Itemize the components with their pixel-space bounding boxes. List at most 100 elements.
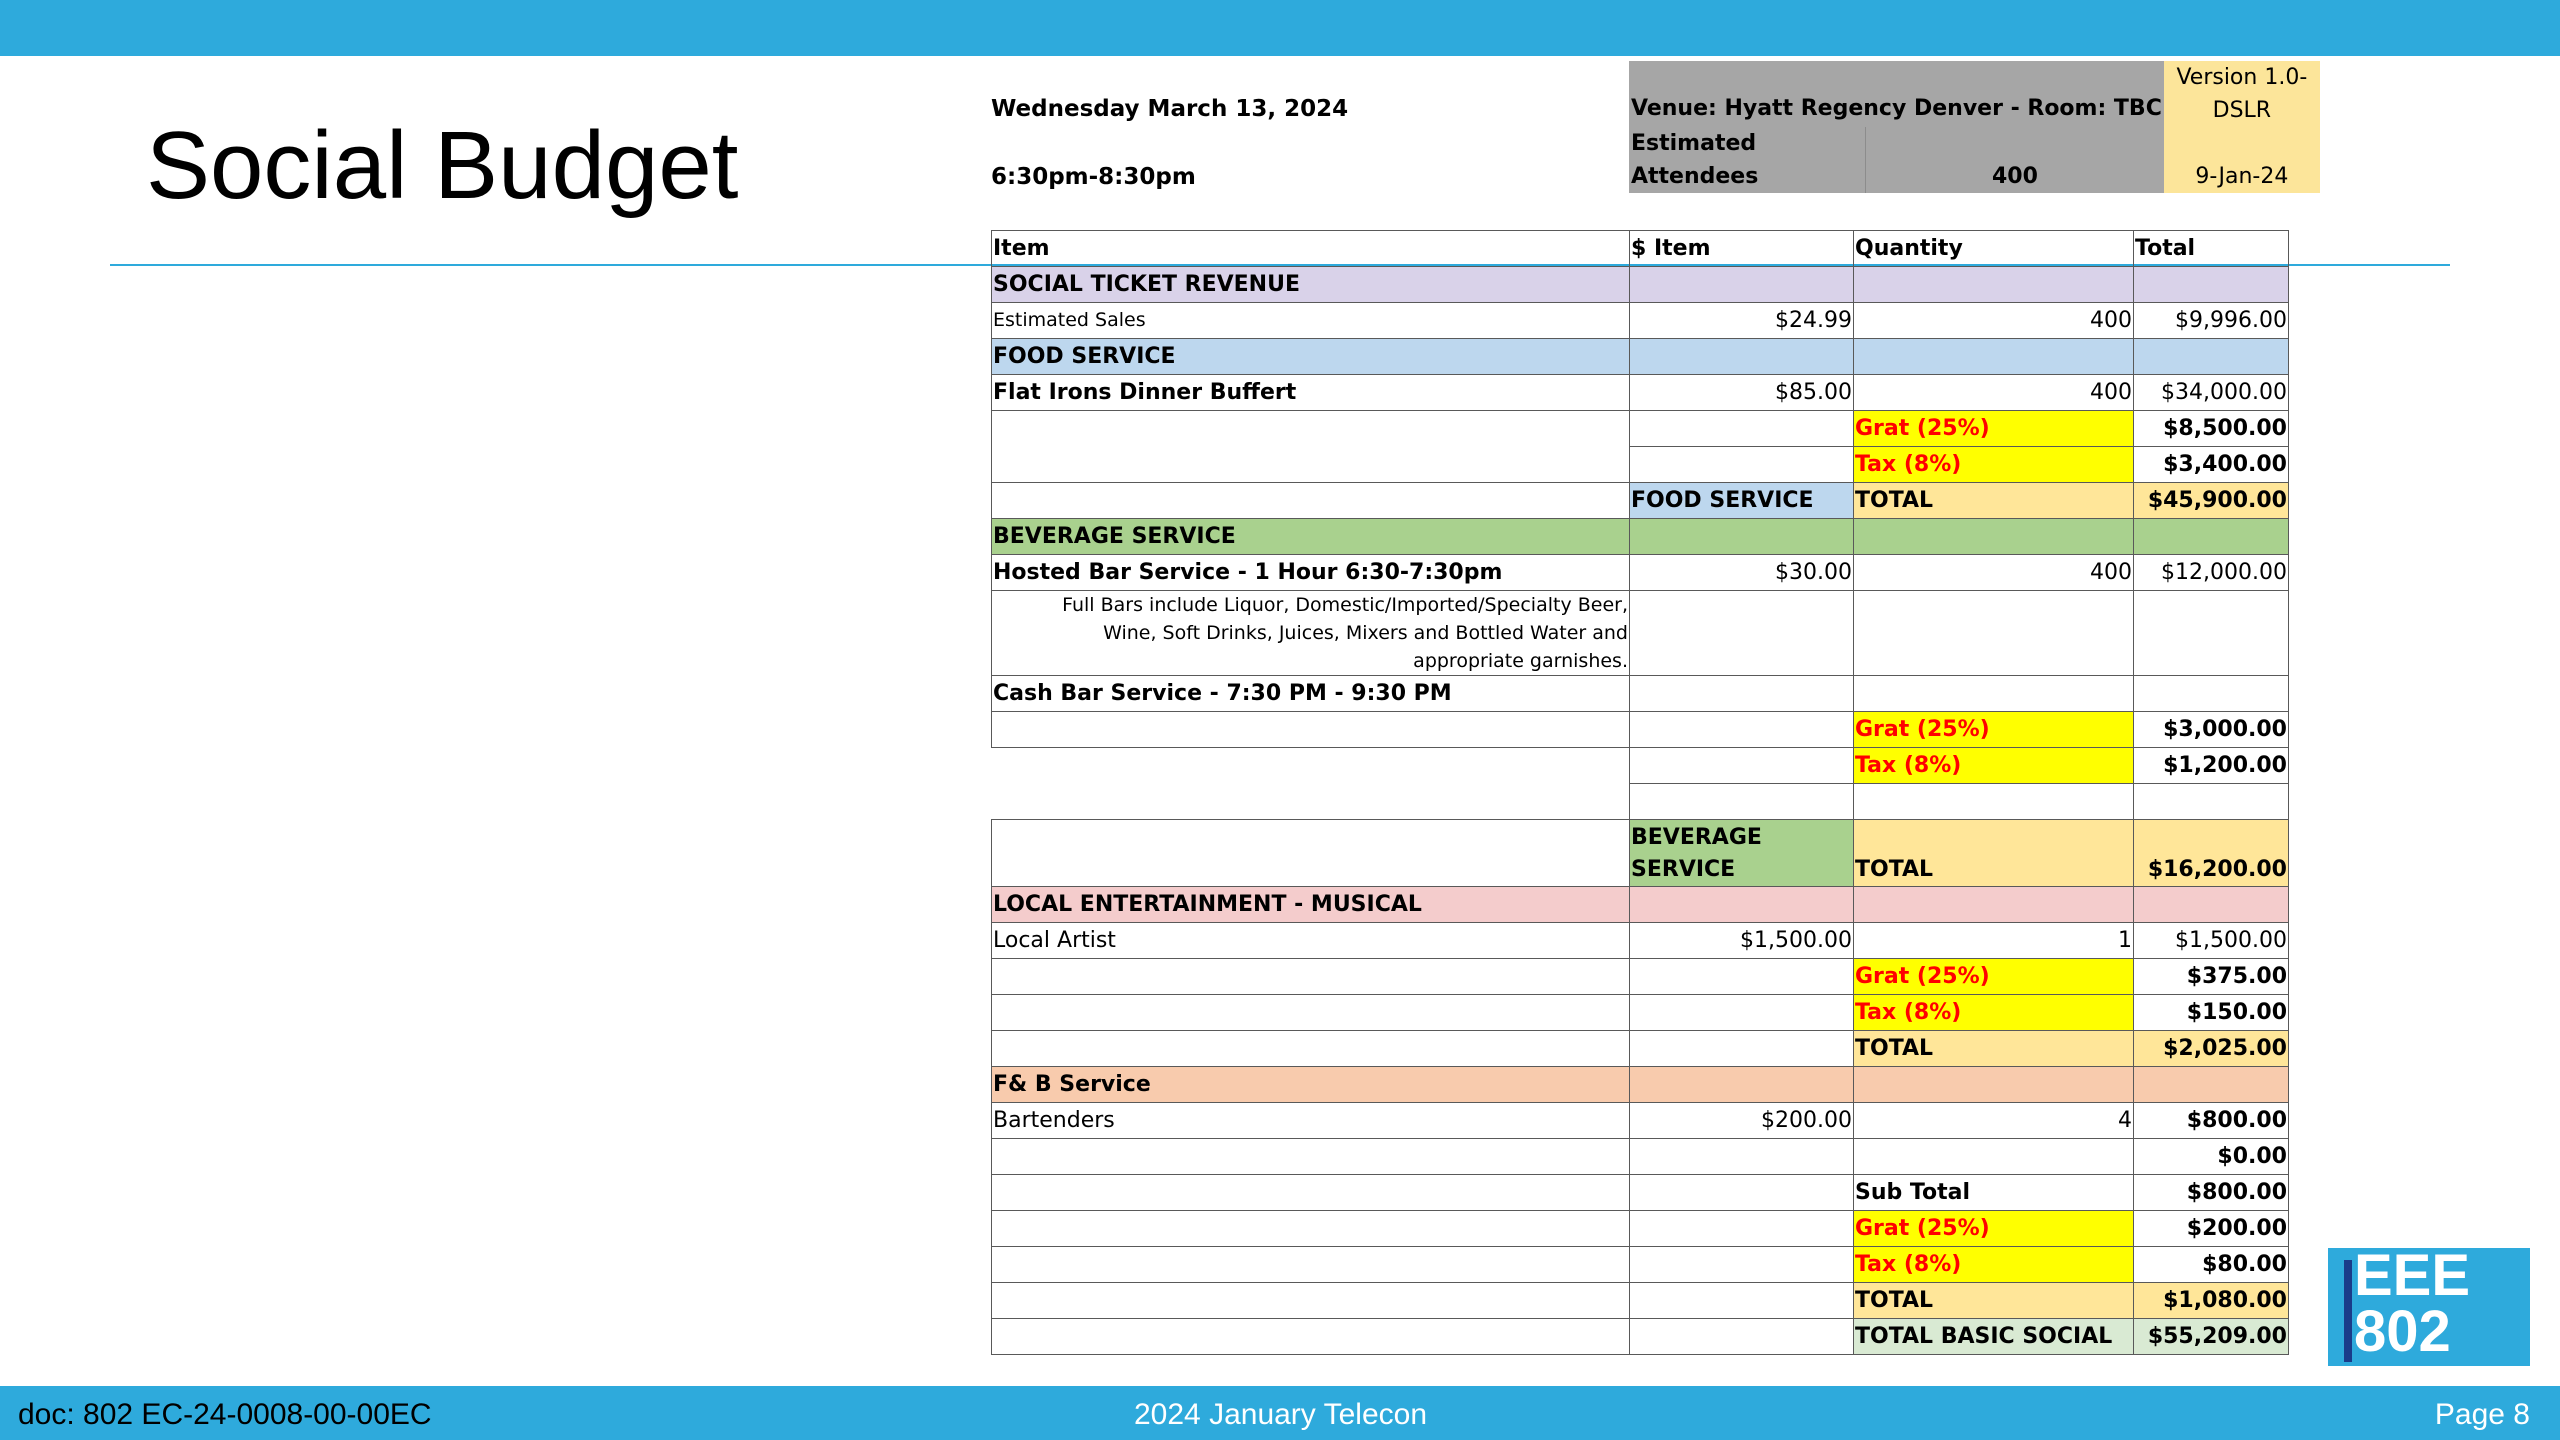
- item-label: Hosted Bar Service - 1 Hour 6:30-7:30pm: [991, 554, 1630, 591]
- item-quantity: 400: [1853, 374, 2134, 411]
- item-label: Bartenders: [991, 1102, 1630, 1139]
- total-section-label: FOOD SERVICE: [1629, 482, 1854, 519]
- col-header-price: $ Item: [1629, 230, 1854, 267]
- bar-note: Full Bars include Liquor, Domestic/Impor…: [991, 590, 1630, 676]
- item-total: $9,996.00: [2133, 302, 2289, 339]
- version-line2: DSLR: [2163, 94, 2320, 127]
- total-label: TOTAL: [1853, 1030, 2134, 1067]
- table-row: Tax (8%) $1,200.00: [991, 747, 2289, 820]
- grand-total-row: TOTAL BASIC SOCIAL $55,209.00: [991, 1318, 2289, 1355]
- col-header-total: Total: [2133, 230, 2289, 267]
- table-row: Grat (25%) $200.00: [991, 1210, 2289, 1247]
- tax-label: Tax (8%): [1853, 446, 2134, 483]
- section-row-fb-service: F& B Service: [991, 1066, 2289, 1103]
- section-label: SOCIAL TICKET REVENUE: [991, 266, 1630, 303]
- grat-value: $8,500.00: [2133, 410, 2289, 447]
- tax-label: Tax (8%): [1853, 994, 2134, 1031]
- attendees-value: 400: [1865, 127, 2164, 193]
- tax-value: $3,400.00: [2133, 446, 2289, 483]
- tax-label: Tax (8%): [1853, 1246, 2134, 1283]
- table-row: [992, 783, 2289, 820]
- footer-page-number: Page 8: [2434, 1398, 2530, 1431]
- table-row: Estimated Sales $24.99 400 $9,996.00: [991, 302, 2289, 339]
- grat-value: $3,000.00: [2133, 711, 2289, 748]
- table-row: BEVERAGE SERVICE TOTAL $16,200.00: [991, 819, 2289, 887]
- tax-value: $80.00: [2133, 1246, 2289, 1283]
- section-label: BEVERAGE SERVICE: [991, 518, 1630, 555]
- version-line1: Version 1.0-: [2163, 61, 2320, 94]
- version-date: 9-Jan-24: [2163, 127, 2320, 193]
- item-label: Local Artist: [991, 922, 1630, 959]
- logo-text: EEE 802: [2354, 1243, 2471, 1364]
- item-total: $800.00: [2133, 1102, 2289, 1139]
- table-row: TOTAL $2,025.00: [991, 1030, 2289, 1067]
- total-label: TOTAL: [1853, 482, 2134, 519]
- table-row: Grat (25%) $375.00: [991, 958, 2289, 995]
- item-quantity: 400: [1853, 302, 2134, 339]
- item-price: $1,500.00: [1629, 922, 1854, 959]
- grat-label: Grat (25%): [1853, 1210, 2134, 1247]
- item-total: $34,000.00: [2133, 374, 2289, 411]
- slide-title: Social Budget: [146, 112, 739, 219]
- section-row-beverage: BEVERAGE SERVICE: [991, 518, 2289, 555]
- item-label: Cash Bar Service - 7:30 PM - 9:30 PM: [991, 675, 1630, 712]
- total-value: $16,200.00: [2133, 819, 2289, 887]
- table-row: Local Artist $1,500.00 1 $1,500.00: [991, 922, 2289, 959]
- subtotal-label: Sub Total: [1853, 1174, 2134, 1211]
- grat-label: Grat (25%): [1853, 410, 2134, 447]
- table-row: Grat (25%) $3,000.00: [991, 711, 2289, 748]
- table-row: $0.00: [991, 1138, 2289, 1175]
- item-price: $85.00: [1629, 374, 1854, 411]
- grand-total-value: $55,209.00: [2133, 1318, 2289, 1355]
- table-row: Tax (8%) $3,400.00: [992, 446, 2289, 483]
- item-price: $200.00: [1629, 1102, 1854, 1139]
- grat-value: $375.00: [2133, 958, 2289, 995]
- item-total: $1,500.00: [2133, 922, 2289, 959]
- logo-line1: EEE: [2354, 1243, 2471, 1308]
- total-label: TOTAL: [1853, 1282, 2134, 1319]
- table-row: FOOD SERVICE TOTAL $45,900.00: [991, 482, 2289, 519]
- total-section-label: BEVERAGE SERVICE: [1629, 819, 1854, 887]
- section-row-food: FOOD SERVICE: [991, 338, 2289, 375]
- tax-value: $1,200.00: [2133, 747, 2289, 784]
- total-label: TOTAL: [1853, 819, 2134, 887]
- col-header-quantity: Quantity: [1853, 230, 2134, 267]
- attendees-label: Estimated Attendees: [1629, 127, 1867, 193]
- footer-bar: doc: 802 EC-24-0008-00-00EC 2024 January…: [0, 1386, 2560, 1440]
- item-total: $0.00: [2133, 1138, 2289, 1175]
- logo-bar: [2344, 1260, 2352, 1362]
- item-quantity: 400: [1853, 554, 2134, 591]
- logo-line2: 802: [2354, 1299, 2451, 1364]
- item-quantity: 1: [1853, 922, 2134, 959]
- event-date: Wednesday March 13, 2024: [991, 96, 1349, 122]
- header-row: Item $ Item Quantity Total: [991, 230, 2289, 267]
- total-value: $2,025.00: [2133, 1030, 2289, 1067]
- table-row: Bartenders $200.00 4 $800.00: [991, 1102, 2289, 1139]
- section-label: FOOD SERVICE: [991, 338, 1630, 375]
- total-value: $45,900.00: [2133, 482, 2289, 519]
- grat-label: Grat (25%): [1853, 958, 2134, 995]
- item-label: Flat Irons Dinner Buffert: [991, 374, 1630, 411]
- grat-label: Grat (25%): [1853, 711, 2134, 748]
- item-label: Estimated Sales: [991, 302, 1630, 339]
- subtotal-value: $800.00: [2133, 1174, 2289, 1211]
- event-time: 6:30pm-8:30pm: [991, 164, 1196, 190]
- venue-label: Venue: Hyatt Regency Denver - Room: TBC: [1629, 61, 2164, 127]
- section-label: LOCAL ENTERTAINMENT - MUSICAL: [991, 886, 1630, 923]
- item-price: $30.00: [1629, 554, 1854, 591]
- table-row: Cash Bar Service - 7:30 PM - 9:30 PM: [991, 675, 2289, 712]
- table-row: TOTAL $1,080.00: [991, 1282, 2289, 1319]
- item-price: $24.99: [1629, 302, 1854, 339]
- table-row: Grat (25%) $8,500.00: [991, 410, 2289, 483]
- col-header-item: Item: [991, 230, 1630, 267]
- grand-total-label: TOTAL BASIC SOCIAL: [1853, 1318, 2134, 1355]
- total-value: $1,080.00: [2133, 1282, 2289, 1319]
- section-row-social-ticket: SOCIAL TICKET REVENUE: [991, 266, 2289, 303]
- item-quantity: 4: [1853, 1102, 2134, 1139]
- table-row: Full Bars include Liquor, Domestic/Impor…: [991, 590, 2289, 676]
- section-row-entertainment: LOCAL ENTERTAINMENT - MUSICAL: [991, 886, 2289, 923]
- item-total: $12,000.00: [2133, 554, 2289, 591]
- ieee-802-logo: EEE 802: [2328, 1243, 2530, 1366]
- venue-info-table: Venue: Hyatt Regency Denver - Room: TBC …: [1629, 61, 2320, 193]
- section-label: F& B Service: [991, 1066, 1630, 1103]
